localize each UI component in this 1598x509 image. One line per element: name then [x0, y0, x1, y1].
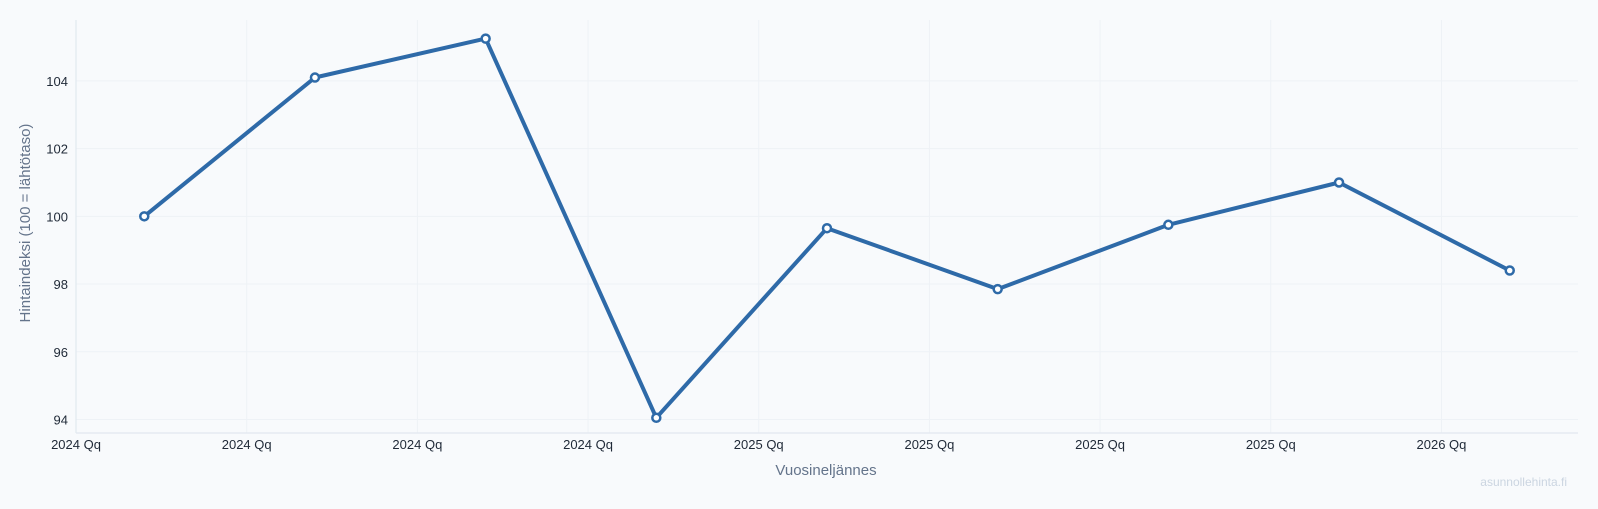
x-tick-label: 2025 Qq: [904, 437, 954, 452]
data-point[interactable]: [992, 283, 1003, 295]
data-point[interactable]: [1163, 219, 1174, 231]
data-point[interactable]: [139, 211, 150, 222]
x-tick-label: 2024 Qq: [222, 437, 272, 452]
x-axis-ticks: 2024 Qq 2024 Qq 2024 Qq 2024 Qq 2025 Qq 2025 …: [51, 437, 1466, 452]
y-axis-title: Hintaindeksi (100 = lähtötaso): [17, 124, 34, 323]
data-point[interactable]: [651, 412, 662, 424]
watermark: asunnollehinta.fi: [1480, 475, 1567, 489]
y-tick-label: 94: [54, 412, 68, 427]
series-layer: [139, 33, 1515, 424]
x-tick-label: 2026 Qq: [1417, 437, 1467, 452]
y-tick-label: 104: [46, 74, 68, 89]
x-tick-label: 2025 Qq: [1075, 437, 1125, 452]
data-point[interactable]: [1333, 177, 1345, 188]
y-tick-label: 98: [54, 277, 68, 292]
grid-lines: [75, 20, 1578, 433]
data-point[interactable]: [1504, 265, 1515, 276]
y-tick-label: 100: [46, 209, 68, 224]
axes: [75, 20, 1578, 434]
data-point[interactable]: [309, 72, 321, 83]
x-axis-title: Vuosineljännes: [775, 462, 876, 479]
data-point[interactable]: [480, 33, 491, 44]
x-tick-label: 2025 Qq: [1246, 437, 1296, 452]
y-tick-label: 102: [46, 142, 68, 157]
y-axis-ticks: 94 96 98 100 102 104: [46, 74, 68, 428]
x-tick-label: 2024 Qq: [563, 437, 613, 452]
y-tick-label: 96: [54, 345, 68, 360]
data-point[interactable]: [821, 222, 833, 234]
x-tick-label: 2024 Qq: [392, 437, 442, 452]
x-tick-label: 2025 Qq: [734, 437, 784, 452]
x-tick-label: 2024 Qq: [51, 437, 101, 452]
